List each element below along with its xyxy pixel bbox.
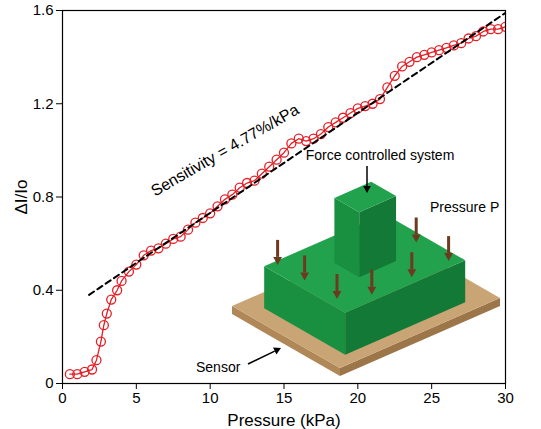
svg-text:1.6: 1.6 bbox=[33, 1, 54, 18]
svg-text:30: 30 bbox=[497, 389, 514, 406]
svg-text:ΔI/Io: ΔI/Io bbox=[12, 180, 31, 215]
svg-text:0: 0 bbox=[45, 374, 53, 391]
svg-text:Force controlled system: Force controlled system bbox=[306, 147, 455, 163]
svg-text:5: 5 bbox=[132, 389, 140, 406]
svg-text:Sensor: Sensor bbox=[196, 359, 241, 375]
svg-text:Sensitivity = 4.77%/kPa: Sensitivity = 4.77%/kPa bbox=[148, 101, 302, 200]
svg-text:0: 0 bbox=[58, 389, 66, 406]
svg-text:0.8: 0.8 bbox=[33, 188, 54, 205]
svg-text:Pressure P: Pressure P bbox=[430, 199, 499, 215]
svg-text:1.2: 1.2 bbox=[33, 95, 54, 112]
svg-text:Pressure (kPa): Pressure (kPa) bbox=[227, 411, 340, 429]
svg-text:20: 20 bbox=[349, 389, 366, 406]
svg-text:25: 25 bbox=[423, 389, 440, 406]
svg-text:10: 10 bbox=[202, 389, 219, 406]
svg-text:0.4: 0.4 bbox=[33, 281, 54, 298]
svg-text:15: 15 bbox=[276, 389, 293, 406]
